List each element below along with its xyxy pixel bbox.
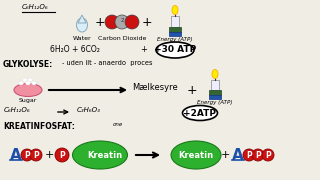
Circle shape	[30, 149, 42, 161]
Text: 6H₂O + 6CO₂: 6H₂O + 6CO₂	[50, 45, 100, 54]
Text: P: P	[33, 150, 39, 159]
Text: Energy (ATP): Energy (ATP)	[157, 37, 193, 42]
Text: C₆H₁₂O₆: C₆H₁₂O₆	[22, 4, 49, 10]
Ellipse shape	[182, 105, 218, 120]
Ellipse shape	[76, 18, 87, 32]
Text: +: +	[95, 15, 105, 28]
Text: - uden ilt - anaerdo  proces: - uden ilt - anaerdo proces	[62, 60, 153, 66]
Ellipse shape	[26, 81, 30, 85]
Ellipse shape	[22, 78, 28, 82]
FancyBboxPatch shape	[171, 16, 179, 27]
Text: one: one	[113, 122, 123, 127]
Ellipse shape	[156, 42, 194, 58]
FancyBboxPatch shape	[169, 27, 181, 32]
Ellipse shape	[171, 141, 221, 169]
Text: +2ATP: +2ATP	[183, 109, 217, 118]
Circle shape	[125, 15, 139, 29]
Text: P: P	[24, 150, 30, 159]
Text: P: P	[255, 150, 261, 159]
Ellipse shape	[28, 78, 33, 82]
Text: +: +	[44, 150, 54, 160]
Text: KREATINFOSFAT:: KREATINFOSFAT:	[3, 122, 75, 131]
FancyBboxPatch shape	[169, 32, 181, 36]
Text: A: A	[10, 147, 22, 163]
Text: A: A	[232, 147, 244, 163]
Text: Kreatin: Kreatin	[87, 150, 123, 159]
Text: Water: Water	[73, 36, 91, 41]
Text: +: +	[142, 15, 152, 28]
Text: Kreatin: Kreatin	[179, 150, 213, 159]
Text: +: +	[220, 150, 230, 160]
Text: +30 ATP: +30 ATP	[154, 46, 196, 55]
Circle shape	[243, 149, 255, 161]
Circle shape	[115, 15, 129, 29]
Ellipse shape	[73, 141, 127, 169]
Text: C₃H₆O₃: C₃H₆O₃	[77, 107, 101, 113]
Polygon shape	[78, 15, 86, 23]
Ellipse shape	[212, 69, 218, 78]
FancyBboxPatch shape	[209, 90, 221, 95]
Ellipse shape	[14, 84, 42, 96]
Text: P: P	[246, 150, 252, 159]
FancyBboxPatch shape	[211, 80, 219, 90]
FancyBboxPatch shape	[209, 95, 221, 99]
Text: +: +	[140, 45, 147, 54]
Text: GLYKOLYSE:: GLYKOLYSE:	[3, 60, 53, 69]
Ellipse shape	[172, 6, 178, 15]
Text: C₆H₁₂O₆: C₆H₁₂O₆	[4, 107, 31, 113]
Text: Carbon Dioxide: Carbon Dioxide	[98, 36, 146, 41]
Circle shape	[55, 148, 69, 162]
Text: Sugar: Sugar	[19, 98, 37, 103]
Text: P: P	[265, 150, 271, 159]
Ellipse shape	[19, 81, 23, 85]
Circle shape	[21, 149, 33, 161]
Circle shape	[252, 149, 264, 161]
Text: 2: 2	[120, 19, 124, 24]
Circle shape	[105, 15, 119, 29]
Text: P: P	[59, 150, 65, 159]
Circle shape	[262, 149, 274, 161]
Ellipse shape	[31, 81, 36, 85]
Text: Energy (ATP): Energy (ATP)	[197, 100, 233, 105]
Text: Mælkesyre: Mælkesyre	[132, 83, 178, 92]
Text: +: +	[187, 84, 197, 96]
